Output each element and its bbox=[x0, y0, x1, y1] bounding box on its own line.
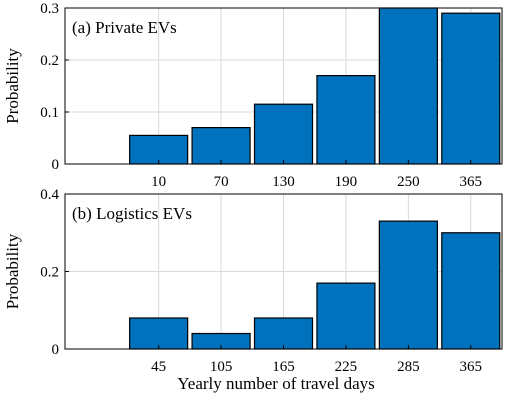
bar-45 bbox=[129, 317, 189, 350]
y-tick-label: 0 bbox=[52, 157, 60, 173]
y-axis-label-a: Probability bbox=[3, 48, 22, 124]
x-tick-label: 130 bbox=[272, 174, 295, 190]
x-tick-label: 10 bbox=[151, 174, 166, 190]
bar-130 bbox=[253, 103, 314, 165]
bars-a bbox=[129, 7, 501, 165]
x-tick-label: 190 bbox=[335, 174, 358, 190]
panel-logistics-evs: 0 0.2 0.4 45 105 165 225 285 365 (b) Logistics … bbox=[3, 187, 503, 375]
y-ticks-a: 0 0.1 0.2 0.3 bbox=[40, 1, 69, 173]
x-tick-label: 225 bbox=[335, 359, 358, 375]
y-axis-label-b: Probability bbox=[3, 233, 22, 309]
panel-private-evs: 0 0.1 0.2 0.3 10 70 130 190 250 365 (a) Private … bbox=[3, 1, 503, 190]
bar-365 bbox=[441, 232, 501, 350]
y-ticks-b: 0 0.2 0.4 bbox=[40, 187, 69, 358]
y-tick-label: 0 bbox=[52, 342, 60, 358]
bar-190 bbox=[316, 74, 376, 165]
bar-70 bbox=[191, 126, 251, 165]
x-tick-label: 285 bbox=[397, 359, 420, 375]
x-tick-label: 365 bbox=[460, 359, 483, 375]
x-tick-label: 70 bbox=[214, 174, 229, 190]
y-tick-label: 0.1 bbox=[40, 105, 59, 121]
x-tick-label: 250 bbox=[397, 174, 420, 190]
panel-label-a: (a) Private EVs bbox=[72, 18, 177, 37]
x-tick-label: 45 bbox=[151, 359, 166, 375]
bar-225 bbox=[316, 282, 376, 350]
y-tick-label: 0.4 bbox=[40, 187, 59, 203]
bar-285 bbox=[378, 220, 438, 350]
bars-b bbox=[129, 220, 501, 350]
x-tick-label: 365 bbox=[460, 174, 483, 190]
y-tick-label: 0.2 bbox=[40, 265, 59, 281]
panel-label-b: (b) Logistics EVs bbox=[72, 204, 192, 223]
bar-365 bbox=[441, 12, 501, 165]
bar-165 bbox=[253, 317, 314, 350]
y-tick-label: 0.3 bbox=[40, 1, 59, 17]
x-axis-label: Yearly number of travel days bbox=[177, 374, 375, 393]
bar-250 bbox=[378, 7, 438, 165]
x-tick-label: 165 bbox=[272, 359, 295, 375]
x-tick-label: 105 bbox=[210, 359, 233, 375]
x-ticks-b: 45 105 165 225 285 365 bbox=[151, 345, 482, 375]
y-tick-label: 0.2 bbox=[40, 53, 59, 69]
x-ticks-a: 10 70 130 190 250 365 bbox=[151, 160, 482, 190]
bar-10 bbox=[129, 134, 189, 165]
